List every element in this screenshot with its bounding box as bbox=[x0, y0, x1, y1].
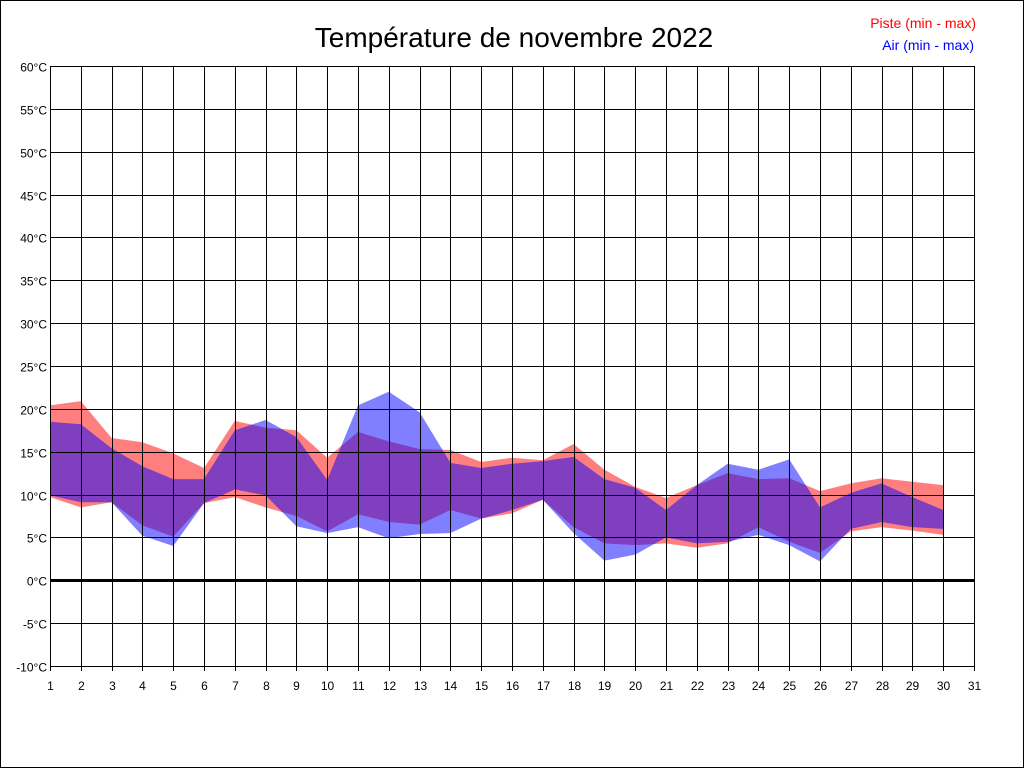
y-tick-label: 10°C bbox=[20, 490, 47, 504]
x-tick-label: 13 bbox=[414, 679, 428, 693]
y-tick-label: 30°C bbox=[20, 318, 47, 332]
x-tick-label: 30 bbox=[937, 679, 951, 693]
y-tick-label: 50°C bbox=[20, 147, 47, 161]
x-tick-label: 15 bbox=[475, 679, 489, 693]
x-tick-label: 29 bbox=[906, 679, 920, 693]
y-tick-label: 20°C bbox=[20, 404, 47, 418]
x-tick-label: 7 bbox=[232, 679, 239, 693]
x-tick-label: 16 bbox=[506, 679, 520, 693]
y-tick-label: 35°C bbox=[20, 275, 47, 289]
x-tick-label: 28 bbox=[876, 679, 890, 693]
legend-piste: Piste (min - max) bbox=[870, 15, 976, 31]
x-tick-label: 12 bbox=[383, 679, 397, 693]
x-tick-label: 11 bbox=[352, 679, 365, 693]
x-tick-label: 14 bbox=[444, 679, 458, 693]
x-tick-label: 4 bbox=[139, 679, 146, 693]
band-air bbox=[50, 391, 944, 562]
x-tick-label: 26 bbox=[814, 679, 828, 693]
x-tick-label: 9 bbox=[293, 679, 300, 693]
x-tick-label: 3 bbox=[109, 679, 116, 693]
x-tick-label: 19 bbox=[598, 679, 612, 693]
x-tick-label: 24 bbox=[752, 679, 766, 693]
x-tick-label: 6 bbox=[201, 679, 208, 693]
x-tick-label: 25 bbox=[783, 679, 797, 693]
x-tick-label: 23 bbox=[722, 679, 736, 693]
x-tick-label: 1 bbox=[47, 679, 54, 693]
y-tick-label: 0°C bbox=[27, 575, 47, 589]
y-tick-label: -10°C bbox=[16, 661, 47, 675]
x-tick-label: 20 bbox=[629, 679, 643, 693]
x-tick-label: 8 bbox=[263, 679, 270, 693]
x-tick-label: 27 bbox=[845, 679, 859, 693]
y-tick-label: 15°C bbox=[20, 447, 47, 461]
x-tick-label: 5 bbox=[170, 679, 177, 693]
y-tick-label: 45°C bbox=[20, 190, 47, 204]
y-tick-label: 60°C bbox=[20, 61, 47, 75]
y-tick-label: 25°C bbox=[20, 361, 47, 375]
x-tick-label: 22 bbox=[691, 679, 705, 693]
x-tick-label: 17 bbox=[537, 679, 551, 693]
x-tick-label: 18 bbox=[568, 679, 582, 693]
legend-air: Air (min - max) bbox=[882, 37, 974, 53]
y-tick-label: 55°C bbox=[20, 104, 47, 118]
x-tick-label: 2 bbox=[78, 679, 85, 693]
y-tick-label: 40°C bbox=[20, 232, 47, 246]
x-tick-label: 31 bbox=[968, 679, 982, 693]
y-tick-label: -5°C bbox=[23, 618, 47, 632]
x-tick-label: 21 bbox=[660, 679, 674, 693]
chart-title: Température de novembre 2022 bbox=[315, 22, 713, 53]
x-tick-label: 10 bbox=[321, 679, 335, 693]
y-tick-label: 5°C bbox=[27, 532, 47, 546]
